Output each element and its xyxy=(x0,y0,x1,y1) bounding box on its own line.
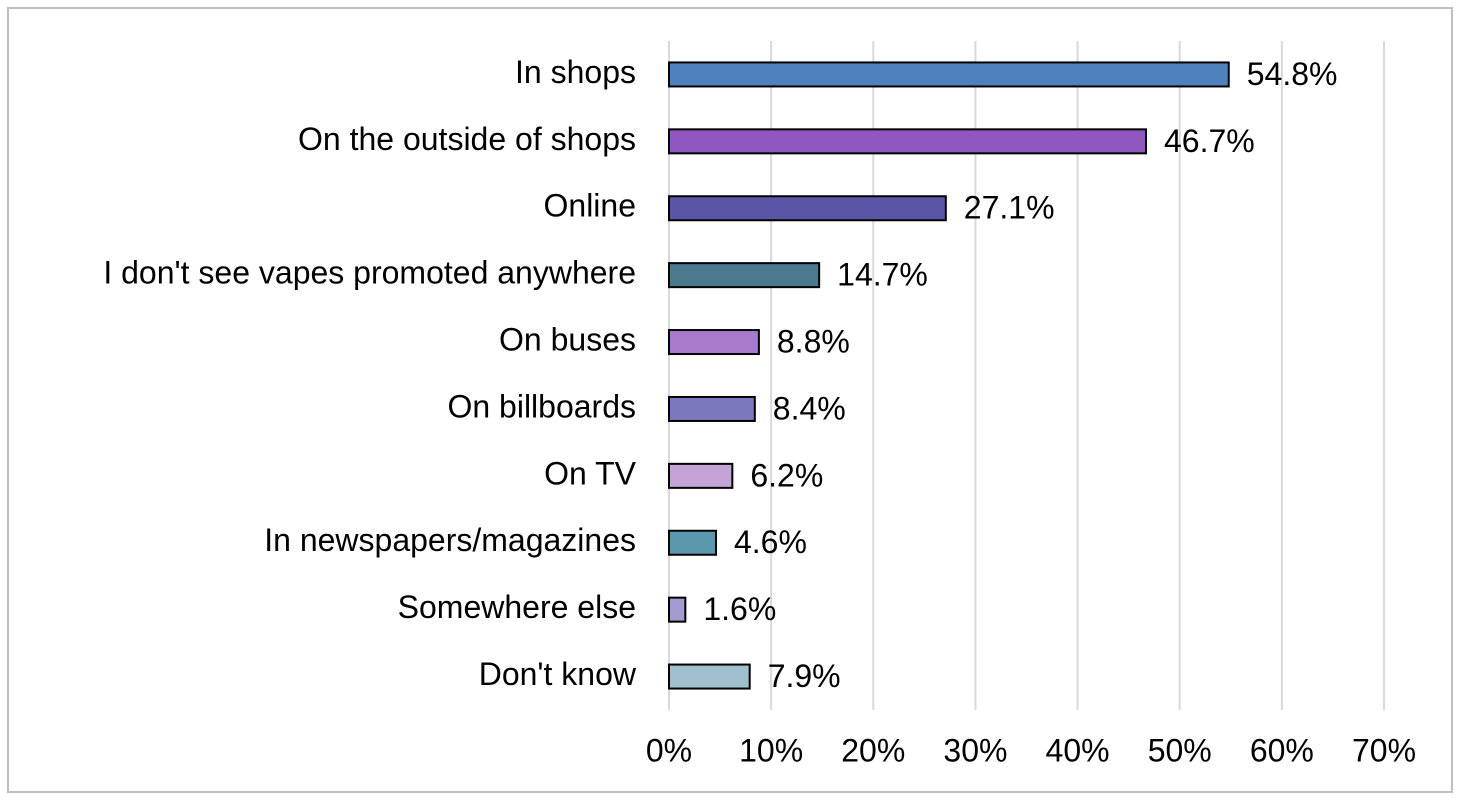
bar xyxy=(668,596,687,623)
bar xyxy=(668,329,760,356)
y-tick-label: Don't know xyxy=(479,656,637,692)
y-tick-label: On buses xyxy=(499,322,636,358)
y-tick-label: Somewhere else xyxy=(398,589,636,625)
bar xyxy=(668,663,751,690)
value-label: 6.2% xyxy=(750,457,823,493)
value-label: 7.9% xyxy=(768,658,841,694)
y-tick-label: I don't see vapes promoted anywhere xyxy=(103,255,636,291)
bar xyxy=(668,395,756,422)
value-label: 14.7% xyxy=(837,257,928,293)
bar xyxy=(668,262,821,289)
y-tick-label: On the outside of shops xyxy=(298,121,636,157)
value-label: 1.6% xyxy=(703,591,776,627)
bar xyxy=(668,462,734,489)
x-tick-label: 0% xyxy=(646,732,692,768)
x-tick-label: 30% xyxy=(943,732,1007,768)
value-label: 8.8% xyxy=(777,324,850,360)
x-tick-label: 70% xyxy=(1352,732,1416,768)
y-tick-label: Online xyxy=(544,188,637,224)
bar xyxy=(668,529,717,556)
y-tick-label: On billboards xyxy=(447,388,636,424)
value-label: 27.1% xyxy=(964,190,1055,226)
value-label: 4.6% xyxy=(734,524,807,560)
y-tick-label: On TV xyxy=(544,455,637,491)
value-label: 46.7% xyxy=(1164,123,1255,159)
x-tick-label: 50% xyxy=(1148,732,1212,768)
value-label: 54.8% xyxy=(1247,56,1338,92)
x-tick-label: 40% xyxy=(1046,732,1110,768)
bar xyxy=(668,61,1230,88)
x-tick-label: 10% xyxy=(739,732,803,768)
value-label: 8.4% xyxy=(773,390,846,426)
bar xyxy=(668,195,947,222)
bar xyxy=(668,128,1148,155)
x-tick-label: 60% xyxy=(1250,732,1314,768)
x-tick-label: 20% xyxy=(841,732,905,768)
y-tick-label: In newspapers/magazines xyxy=(264,522,636,558)
y-tick-label: In shops xyxy=(515,54,636,90)
